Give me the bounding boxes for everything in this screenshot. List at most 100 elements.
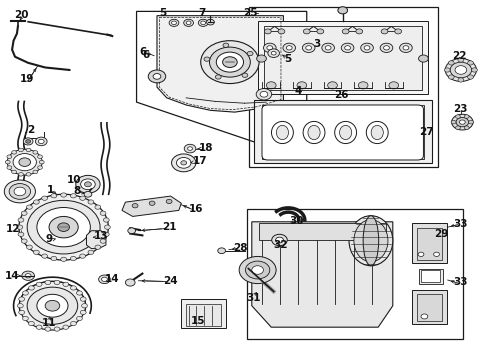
Circle shape: [184, 144, 196, 153]
Circle shape: [451, 114, 472, 130]
Bar: [261, 105, 424, 158]
Circle shape: [26, 205, 32, 209]
Text: 28: 28: [233, 243, 247, 253]
Circle shape: [61, 193, 66, 197]
Circle shape: [36, 325, 42, 329]
Circle shape: [7, 155, 12, 158]
Circle shape: [20, 282, 85, 330]
Circle shape: [201, 21, 205, 24]
Ellipse shape: [271, 121, 293, 144]
Circle shape: [364, 46, 369, 50]
Circle shape: [103, 232, 109, 237]
Bar: [186, 304, 221, 326]
Circle shape: [463, 115, 468, 118]
Circle shape: [18, 218, 24, 222]
Circle shape: [337, 7, 347, 14]
Circle shape: [215, 75, 221, 79]
Circle shape: [303, 29, 309, 34]
Bar: [416, 294, 442, 321]
Circle shape: [355, 29, 362, 34]
Circle shape: [100, 211, 106, 215]
Circle shape: [201, 41, 259, 84]
Text: 2: 2: [27, 125, 34, 135]
Circle shape: [88, 250, 94, 255]
Ellipse shape: [370, 125, 383, 140]
Ellipse shape: [348, 216, 392, 266]
Circle shape: [95, 245, 101, 249]
Circle shape: [267, 49, 279, 58]
Circle shape: [18, 232, 24, 237]
Circle shape: [417, 252, 423, 256]
Text: 3: 3: [313, 39, 321, 49]
Circle shape: [256, 89, 271, 100]
Circle shape: [76, 175, 100, 193]
Circle shape: [88, 200, 94, 204]
Text: 32: 32: [273, 240, 287, 250]
Text: 10: 10: [67, 175, 81, 185]
Text: 6: 6: [142, 50, 150, 60]
Circle shape: [54, 327, 60, 331]
Text: 11: 11: [41, 318, 56, 328]
Ellipse shape: [307, 125, 320, 140]
Circle shape: [84, 182, 91, 187]
Circle shape: [455, 117, 468, 127]
Circle shape: [260, 91, 267, 97]
Circle shape: [278, 29, 285, 34]
Text: 17: 17: [192, 157, 206, 166]
Circle shape: [38, 139, 44, 144]
Text: 29: 29: [433, 229, 447, 239]
Circle shape: [36, 282, 42, 287]
Text: 21: 21: [162, 222, 176, 232]
Text: 14: 14: [5, 271, 20, 281]
Circle shape: [80, 297, 86, 301]
Circle shape: [360, 43, 372, 53]
Text: 6: 6: [140, 47, 147, 57]
Text: 13: 13: [94, 231, 108, 242]
Circle shape: [125, 279, 135, 286]
Circle shape: [28, 286, 34, 290]
Bar: [246, 208, 462, 339]
Circle shape: [458, 120, 464, 124]
Text: 20: 20: [15, 10, 29, 20]
Circle shape: [7, 166, 12, 169]
Circle shape: [28, 321, 34, 326]
Circle shape: [7, 149, 42, 175]
Text: 26: 26: [334, 90, 348, 100]
Circle shape: [344, 46, 350, 50]
Circle shape: [217, 248, 225, 253]
Circle shape: [25, 274, 31, 278]
Circle shape: [26, 140, 30, 143]
Circle shape: [19, 172, 23, 176]
Text: 31: 31: [245, 293, 260, 303]
Circle shape: [33, 200, 39, 204]
Circle shape: [12, 170, 17, 174]
Circle shape: [76, 316, 82, 321]
Bar: [421, 270, 439, 282]
Bar: [416, 228, 442, 260]
FancyBboxPatch shape: [262, 105, 423, 160]
Circle shape: [148, 70, 165, 83]
Text: 1: 1: [46, 185, 54, 195]
Text: 5: 5: [160, 8, 166, 18]
Circle shape: [100, 239, 106, 243]
Polygon shape: [122, 196, 181, 216]
Ellipse shape: [303, 121, 325, 144]
Text: 4: 4: [294, 86, 301, 96]
Text: 33: 33: [453, 277, 467, 287]
Ellipse shape: [366, 121, 387, 144]
Circle shape: [21, 239, 27, 243]
Text: 23: 23: [453, 104, 467, 114]
Circle shape: [38, 155, 42, 158]
Circle shape: [186, 21, 191, 24]
Circle shape: [206, 19, 214, 25]
Circle shape: [358, 82, 367, 89]
Circle shape: [264, 29, 271, 34]
Bar: [181, 299, 225, 328]
Circle shape: [70, 321, 76, 326]
Circle shape: [209, 47, 250, 77]
Circle shape: [70, 194, 76, 198]
Circle shape: [266, 82, 276, 89]
Circle shape: [22, 271, 34, 280]
Circle shape: [80, 196, 85, 200]
Circle shape: [132, 203, 138, 208]
